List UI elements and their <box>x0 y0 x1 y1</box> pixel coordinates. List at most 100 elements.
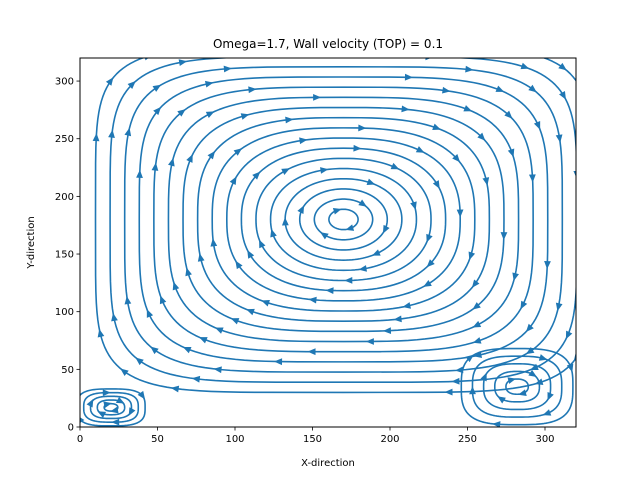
stream-arrow <box>401 105 410 113</box>
x-tick-label: 300 <box>535 434 554 445</box>
stream-arrow <box>229 176 237 186</box>
x-tick-label: 200 <box>380 434 399 445</box>
stream-arrow <box>281 217 289 226</box>
stream-arrow <box>426 233 433 243</box>
streamline <box>89 395 133 420</box>
stream-arrow <box>308 296 317 304</box>
stream-arrow <box>344 277 353 284</box>
stream-arrow <box>423 279 432 287</box>
streamline <box>313 198 374 241</box>
streamline <box>211 127 476 312</box>
streamline <box>460 347 574 426</box>
stream-arrow <box>393 315 402 323</box>
stream-arrow <box>274 358 283 366</box>
stream-arrow <box>463 105 473 112</box>
stream-arrow <box>495 85 505 92</box>
stream-arrow <box>482 177 490 186</box>
stream-arrow <box>465 354 474 363</box>
stream-arrow <box>144 58 149 61</box>
stream-arrow <box>366 178 376 185</box>
y-tick-label: 250 <box>55 134 74 145</box>
stream-arrow <box>404 73 413 81</box>
streamline <box>493 370 541 403</box>
x-axis-label: X-direction <box>301 458 355 469</box>
stream-arrow <box>507 148 515 158</box>
streamline <box>182 106 505 333</box>
stream-arrow <box>281 168 290 175</box>
stream-arrow <box>150 346 159 355</box>
stream-arrow <box>120 368 129 377</box>
x-tick-label: 150 <box>303 434 322 445</box>
stream-arrow <box>214 327 224 334</box>
stream-arrow <box>468 251 476 261</box>
stream-arrow <box>542 409 552 416</box>
stream-arrow <box>248 86 257 94</box>
stream-arrow <box>102 389 111 397</box>
stream-arrow <box>520 62 530 70</box>
stream-arrow <box>223 65 232 73</box>
stream-arrow <box>480 372 487 382</box>
streamline <box>109 58 576 384</box>
stream-arrow <box>415 146 425 153</box>
stream-arrow <box>573 353 576 362</box>
stream-arrow <box>197 253 205 262</box>
stream-arrow <box>353 144 362 152</box>
stream-arrow <box>402 302 411 309</box>
streamline <box>82 391 140 423</box>
stream-arrow <box>520 300 528 310</box>
stream-arrow <box>108 129 115 138</box>
stream-arrow <box>472 320 482 328</box>
stream-arrow <box>115 396 125 404</box>
stream-arrow <box>136 169 143 178</box>
stream-arrow <box>172 281 180 291</box>
y-tick-label: 50 <box>61 365 74 376</box>
y-tick-label: 200 <box>55 192 74 203</box>
stream-arrow <box>426 259 435 268</box>
x-axis: 0 50 100 150 200 250 300 <box>77 427 555 445</box>
stream-arrow <box>259 239 266 249</box>
stream-arrow <box>137 390 146 400</box>
stream-arrow <box>80 417 85 424</box>
stream-arrow <box>128 407 136 416</box>
stream-arrow <box>504 110 513 119</box>
stream-arrow <box>432 180 440 189</box>
x-tick-label: 250 <box>458 434 477 445</box>
stream-arrow <box>512 272 519 282</box>
stream-arrow <box>152 84 162 92</box>
stream-arrow <box>528 369 537 378</box>
streamline <box>240 147 447 292</box>
stream-arrow <box>235 260 243 270</box>
streamline <box>225 137 462 302</box>
plot-frame <box>79 57 577 428</box>
stream-arrow <box>528 174 536 183</box>
stream-arrow <box>168 157 175 167</box>
stream-arrow <box>477 132 486 141</box>
stream-arrow <box>92 133 100 142</box>
stream-arrow <box>573 171 576 178</box>
x-tick-label: 100 <box>225 434 244 445</box>
stream-arrow <box>153 106 162 116</box>
stream-arrow <box>124 127 132 137</box>
stream-arrow <box>111 312 118 322</box>
stream-arrow <box>455 366 464 374</box>
x-tick-label: 50 <box>151 434 164 445</box>
stream-arrow <box>425 58 431 61</box>
streamline <box>482 363 552 411</box>
stream-arrow <box>151 162 159 171</box>
stream-arrow <box>97 411 107 418</box>
stream-arrow <box>497 396 506 404</box>
stream-arrow <box>555 134 563 143</box>
stream-arrow <box>105 77 114 86</box>
stream-arrow <box>525 347 535 355</box>
stream-arrow <box>452 154 461 163</box>
y-tick-label: 300 <box>55 77 74 88</box>
y-tick-label: 150 <box>55 250 74 261</box>
stream-arrow <box>358 124 367 132</box>
stream-arrow <box>97 328 105 338</box>
stream-arrow <box>444 388 453 396</box>
streamline <box>255 157 432 282</box>
stream-arrow <box>565 330 573 340</box>
streamlines <box>80 58 576 427</box>
stream-arrow <box>558 62 567 71</box>
y-axis: 0 50 100 150 200 250 300 <box>55 77 80 434</box>
